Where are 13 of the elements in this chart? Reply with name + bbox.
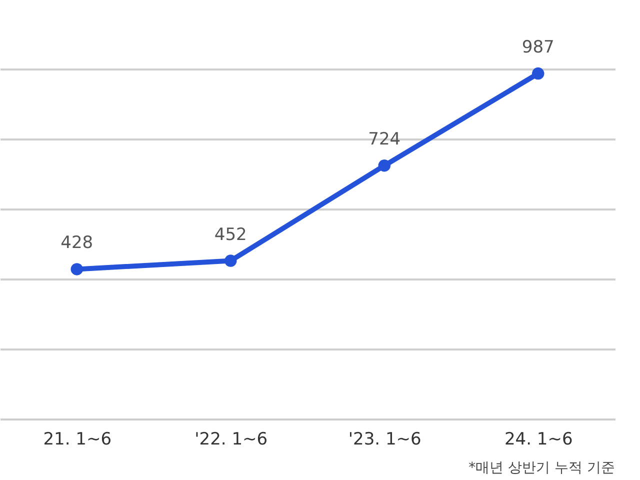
x-tick-label: 24. 1~6 bbox=[504, 430, 573, 450]
data-label: 428 bbox=[60, 233, 94, 254]
x-tick-label: 21. 1~6 bbox=[43, 430, 112, 450]
data-label: 987 bbox=[522, 38, 554, 58]
text: *매년 상반기 누적 기준 bbox=[468, 460, 615, 476]
point bbox=[378, 159, 390, 172]
x-tick-label: '23. 1~6 bbox=[348, 430, 422, 450]
data-label: 724 bbox=[368, 130, 401, 150]
data-label: 452 bbox=[214, 224, 247, 245]
x-tick-label: '22. 1~6 bbox=[194, 430, 268, 450]
point bbox=[224, 254, 237, 267]
point bbox=[532, 67, 544, 80]
point bbox=[70, 263, 83, 276]
